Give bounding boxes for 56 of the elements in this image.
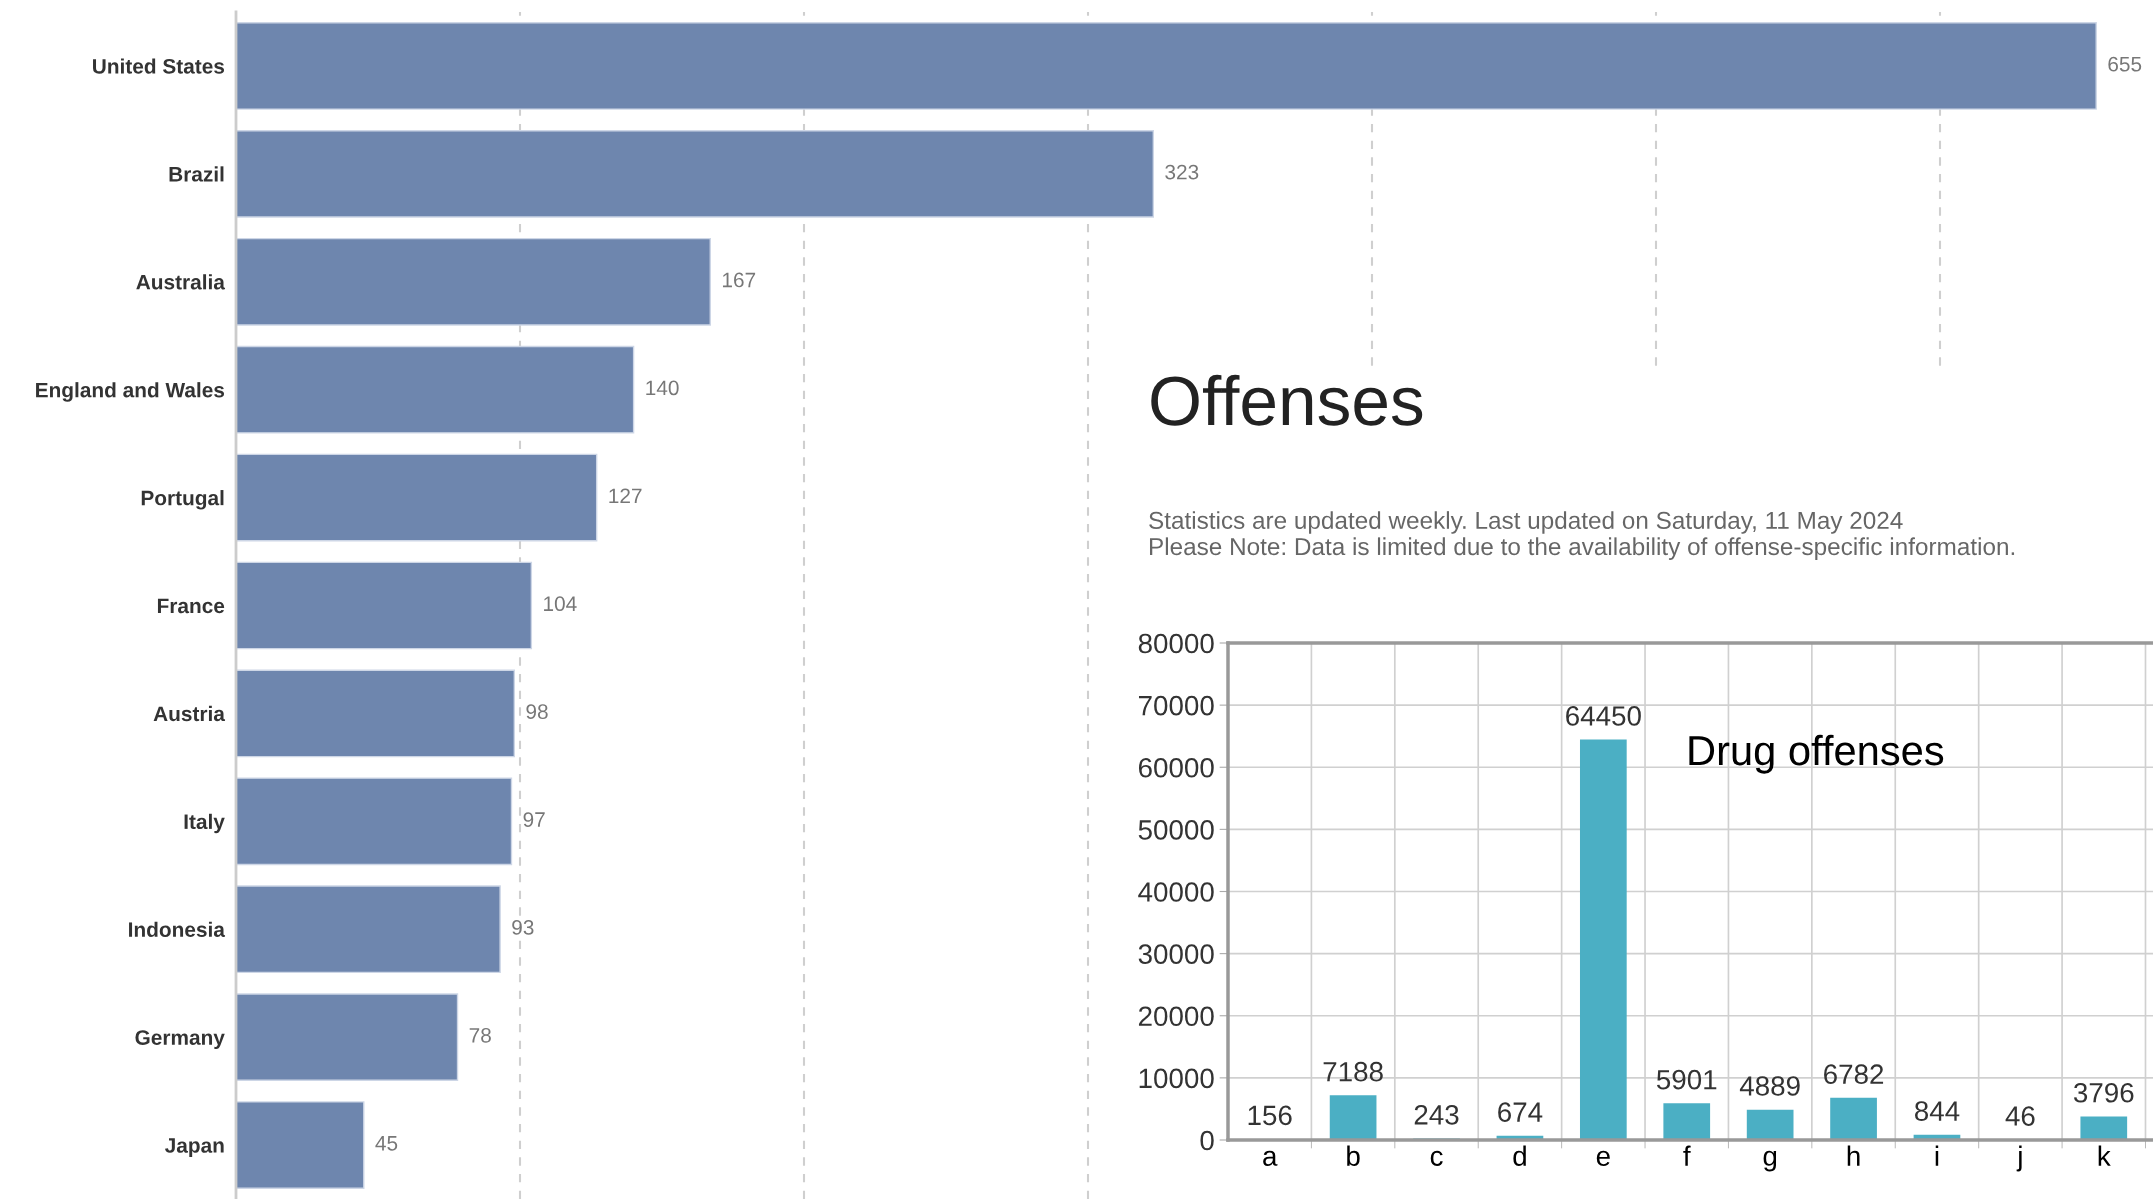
- y-tick-label: France: [157, 598, 225, 614]
- data-label: 93: [512, 920, 534, 935]
- data-label: 655: [2108, 56, 2142, 72]
- data-label: 45: [375, 1136, 398, 1151]
- data-label: 243: [1414, 1105, 1459, 1125]
- x-tick-label: i: [1935, 1145, 1939, 1166]
- annotation: Drug offenses: [1689, 734, 1944, 774]
- y-tick-label: Japan: [165, 1138, 224, 1157]
- data-label: 127: [609, 488, 642, 503]
- x-tick-label: d: [1513, 1145, 1526, 1166]
- x-tick-label: a: [1263, 1150, 1278, 1166]
- data-label: 844: [1915, 1101, 1960, 1121]
- y-tick-label: 0: [1200, 1130, 1214, 1151]
- data-label: 6782: [1824, 1064, 1884, 1085]
- y-tick-label: Indonesia: [129, 921, 226, 937]
- y-tick-label: 20000: [1138, 1006, 1214, 1027]
- y-tick-label: 80000: [1138, 633, 1214, 654]
- y-tick-label: England and Wales: [36, 382, 225, 402]
- data-label: 674: [1498, 1102, 1543, 1122]
- x-tick-label: g: [1763, 1150, 1777, 1172]
- data-label: 78: [469, 1027, 491, 1043]
- y-tick-label: Germany: [135, 1030, 225, 1050]
- data-label: 4889: [1739, 1076, 1800, 1096]
- chart-subtitle: Statistics are updated weekly. Last updated on Saturday, 11 May 2024 Please Note: Data is limited due to the availability of offense-specific information.: [1149, 511, 2015, 560]
- data-label: 98: [526, 704, 548, 719]
- data-label: 323: [1165, 164, 1199, 180]
- y-tick-label: Austria: [153, 705, 226, 722]
- y-tick-label: 10000: [1139, 1068, 1214, 1089]
- data-label: 140: [646, 380, 679, 396]
- x-tick-label: j: [2016, 1145, 2022, 1172]
- data-label: 156: [1248, 1105, 1292, 1126]
- data-label: 3796: [2073, 1082, 2134, 1103]
- x-tick-label: c: [1430, 1150, 1443, 1166]
- data-label: 104: [544, 596, 577, 612]
- x-tick-label: b: [1347, 1145, 1360, 1166]
- y-tick-label: Italy: [184, 813, 225, 834]
- data-label: 64450: [1566, 706, 1641, 726]
- x-tick-label: e: [1596, 1150, 1610, 1166]
- y-tick-label: Australia: [136, 274, 226, 290]
- data-label: 167: [722, 272, 756, 288]
- y-tick-label: 30000: [1138, 944, 1214, 964]
- chart-title: Offenses: [1151, 374, 1423, 426]
- y-tick-label: 70000: [1138, 695, 1214, 716]
- y-tick-label: United States: [93, 58, 225, 74]
- y-tick-label: Portugal: [141, 490, 224, 510]
- data-label: 7188: [1323, 1061, 1383, 1082]
- y-tick-label: 40000: [1138, 882, 1214, 902]
- data-label: 97: [523, 812, 545, 827]
- data-label: 46: [2005, 1106, 2035, 1126]
- x-tick-label: k: [2098, 1145, 2111, 1166]
- y-tick-label: 60000: [1138, 757, 1214, 778]
- y-tick-label: 50000: [1138, 820, 1214, 840]
- data-label: 5901: [1656, 1069, 1717, 1090]
- x-tick-label: f: [1683, 1145, 1691, 1166]
- x-tick-label: h: [1847, 1145, 1860, 1166]
- y-tick-label: Brazil: [169, 166, 224, 182]
